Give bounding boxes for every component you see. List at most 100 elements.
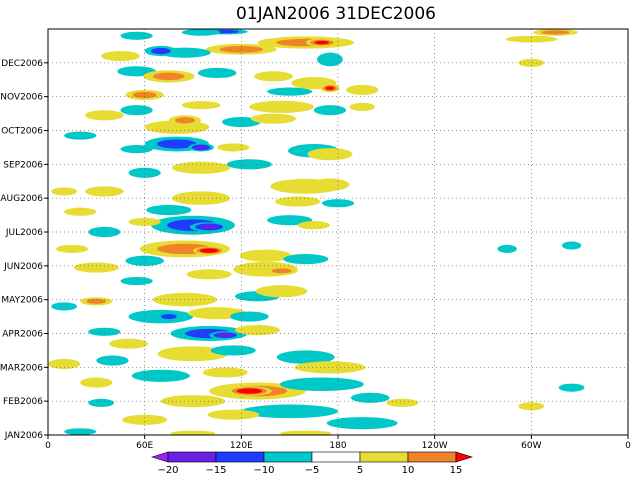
field-anomaly-50 [146,204,192,216]
field-anomaly-24 [313,105,347,116]
field-anomaly-103 [122,414,168,425]
field-anomaly-67 [265,266,298,275]
field-anomaly-61 [283,253,329,265]
colorbar-arrow-high [455,451,474,463]
field-anomaly-92 [131,369,190,382]
field-anomaly-47 [275,196,321,207]
x-axis: 0 60E 120E 180 120W 60W 0 [45,435,631,451]
field-anomaly-55 [297,221,330,230]
field-anomaly-86 [157,346,229,362]
field-anomaly-19 [125,89,164,101]
field-anomaly-63 [497,244,517,253]
field-anomaly-27 [120,105,153,116]
field-anomaly-88 [276,350,335,364]
field-anomaly-14 [143,70,195,83]
field-anomaly-85 [96,355,129,366]
colorbar-label-6: 15 [450,465,463,476]
field-anomaly-101 [241,404,338,419]
field-anomaly-73 [255,285,308,298]
colorbar-swatch-4 [311,451,361,463]
y-tick-label-7: AUG2006 [0,194,43,204]
field-anomaly-80 [209,331,242,340]
field-anomaly-43 [85,186,124,197]
field-anomaly-25 [349,102,376,111]
field-anomaly-10 [505,35,558,43]
colorbar-label-3: −5 [305,465,320,476]
field-anomaly-40 [226,159,272,170]
field-anomaly-93 [202,367,248,378]
y-tick-label-11: DEC2006 [1,59,43,69]
field-anomaly-37 [217,143,250,152]
field-anomaly-9 [317,52,343,67]
field-anomaly-46 [172,191,231,205]
x-tick-label-2: 120E [230,441,253,451]
y-tick-label-2: MAR2006 [0,363,43,373]
field-anomaly-82 [109,338,148,349]
field-anomaly-15 [197,67,237,79]
field-anomaly-20 [267,87,313,96]
field-anomaly-90 [628,377,640,385]
field-anomaly-41 [128,167,161,178]
colorbar-arrow-low [150,451,169,463]
y-tick-label-5: JUN2006 [3,262,43,272]
field-anomaly-39 [172,161,231,174]
field-anomaly-60 [239,249,292,262]
colorbar-label-2: −10 [253,465,274,476]
x-tick-label-6: 0 [625,441,631,451]
colorbar: −20 −15 −10 −5 5 10 15 [150,451,474,476]
field-anomaly-78 [51,302,77,311]
field-anomaly-8 [144,45,177,57]
y-tick-label-8: SEP2006 [3,160,43,170]
field-anomaly-36 [307,148,353,161]
colorbar-swatch-1 [167,451,217,463]
colorbar-label-4: 5 [357,465,363,476]
field-anomaly-23 [249,100,314,113]
y-tick-label-4: MAY2006 [1,296,43,306]
field-anomaly-48 [321,199,355,208]
field-anomaly-33 [188,143,214,152]
field-anomaly-109 [280,430,332,435]
field-anomaly-3 [305,38,338,47]
field-anomaly-22 [181,101,221,110]
x-tick-label-5: 60W [521,441,541,451]
y-tick-label-10: NOV2006 [0,93,43,103]
field-anomaly-29 [168,115,202,126]
field-anomaly-65 [73,262,119,273]
chart-title: 01JAN2006 31DEC2006 [236,4,436,24]
y-tick-label-1: FEB2006 [3,397,43,407]
field-anomaly-59 [56,244,89,253]
field-anomaly-12 [518,58,545,67]
field-anomaly-81 [234,325,280,336]
field-anomaly-21 [346,84,379,95]
field-anomaly-77 [230,311,269,322]
y-axis: JAN2006 FEB2006 MAR2006 APR2006 MAY2006 JUN20… [0,59,48,441]
field-anomaly-6 [120,31,153,40]
field-anomaly-100 [88,398,115,407]
colorbar-label-0: −20 [157,465,178,476]
field-anomaly-7 [101,50,140,62]
field-anomaly-58 [193,246,226,255]
field-anomaly-87 [210,345,256,356]
field-anomaly-34 [120,145,153,154]
field-anomaly-108 [170,430,216,435]
field-anomaly-38 [64,131,97,140]
field-anomaly-83 [88,327,121,336]
field-anomaly-16 [254,71,293,82]
field-anomaly-30 [222,116,261,128]
field-layer [48,29,640,435]
field-anomaly-99 [386,398,419,407]
colorbar-label-5: 10 [402,465,415,476]
x-tick-label-1: 60E [136,441,153,451]
field-anomaly-69 [120,276,153,286]
y-tick-label-9: OCT2006 [1,127,43,137]
field-anomaly-49 [64,207,97,216]
field-anomaly-42 [51,187,77,196]
field-anomaly-104 [326,417,398,430]
field-anomaly-31 [250,113,297,124]
field-anomaly-68 [186,269,232,280]
field-anomaly-105 [518,402,545,411]
field-anomaly-91 [80,377,113,388]
field-anomaly-52 [189,222,229,232]
colorbar-swatch-5 [359,451,409,463]
grid-layer [48,29,628,435]
